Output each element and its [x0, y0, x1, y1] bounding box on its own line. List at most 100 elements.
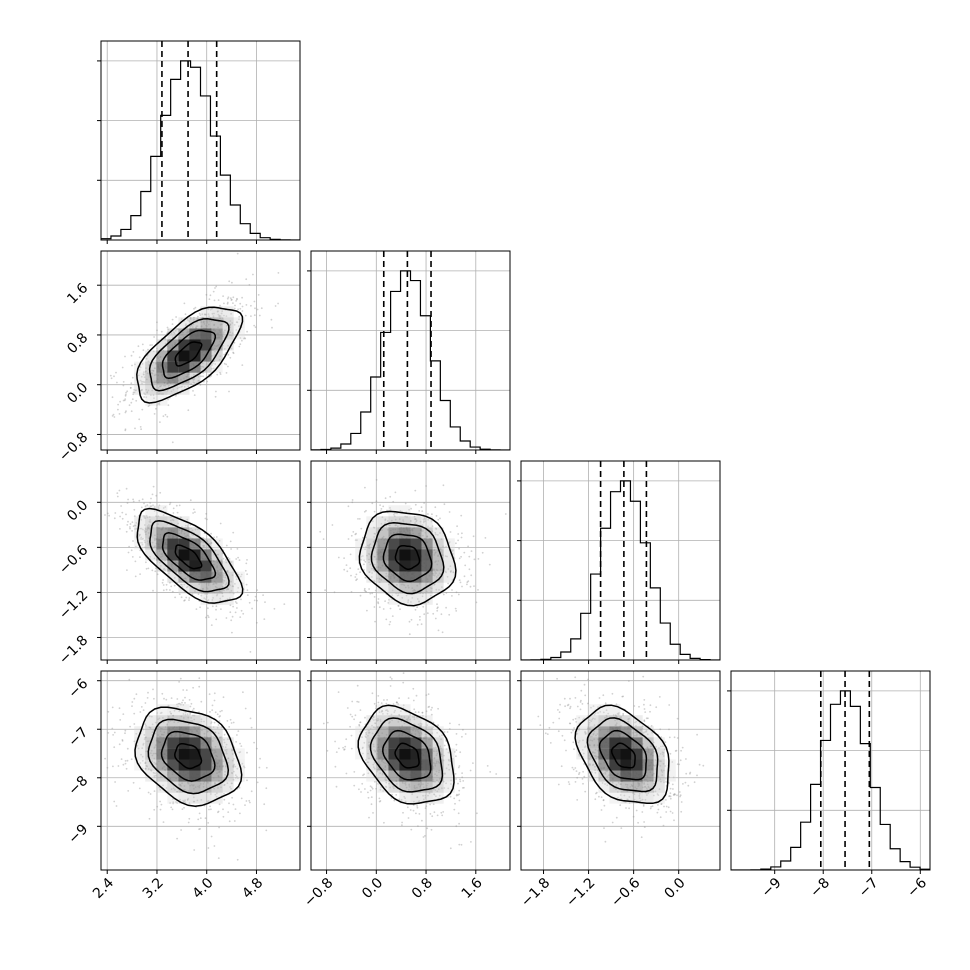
scatter-point: [437, 518, 440, 521]
scatter-point: [162, 514, 165, 516]
scatter-point: [172, 507, 175, 510]
scatter-point: [211, 364, 214, 366]
scatter-point: [445, 748, 448, 751]
scatter-point: [153, 413, 156, 415]
density-cell: [410, 737, 422, 749]
scatter-point: [134, 524, 137, 527]
scatter-point: [184, 799, 187, 802]
density-cell: [388, 527, 400, 539]
scatter-point: [371, 717, 374, 720]
scatter-point: [139, 538, 142, 540]
histogram-step: [101, 60, 300, 240]
scatter-point: [352, 531, 355, 533]
scatter-point: [403, 795, 406, 798]
scatter-point: [208, 808, 210, 811]
density-cell: [200, 317, 212, 329]
scatter-point: [139, 556, 141, 558]
scatter-point: [458, 799, 461, 802]
density-cell: [377, 770, 389, 782]
scatter-point: [133, 508, 136, 511]
scatter-point: [373, 579, 375, 582]
density-cell: [399, 748, 411, 760]
scatter-point: [120, 505, 122, 507]
scatter-point: [234, 774, 237, 777]
density-cell: [410, 549, 422, 561]
density-cell: [189, 748, 201, 760]
scatter-point: [187, 523, 190, 526]
scatter-point: [142, 381, 145, 383]
density-cell: [421, 538, 433, 550]
scatter-point: [426, 827, 429, 830]
density-cell: [211, 781, 223, 793]
scatter-point: [377, 602, 380, 605]
density-cell: [211, 737, 223, 749]
density-cell: [355, 538, 367, 550]
scatter-point: [143, 381, 146, 384]
density-cell: [211, 560, 223, 572]
scatter-point: [378, 711, 381, 714]
scatter-point: [450, 783, 452, 785]
scatter-point: [380, 522, 383, 525]
scatter-point: [463, 551, 466, 554]
density-cell: [432, 538, 444, 550]
scatter-point: [223, 314, 225, 317]
scatter-point: [364, 548, 366, 551]
scatter-point: [188, 817, 191, 820]
density-cell: [189, 372, 201, 384]
scatter-point: [182, 713, 185, 715]
scatter-point: [322, 722, 325, 725]
scatter-point: [129, 526, 131, 528]
density-cell: [156, 383, 168, 395]
scatter-point: [347, 538, 350, 540]
scatter-point: [116, 381, 118, 384]
scatter-point: [373, 762, 376, 764]
scatter-point: [375, 500, 378, 503]
scatter-point: [362, 752, 364, 755]
scatter-point: [242, 691, 244, 694]
y-tick-label: −9: [65, 821, 91, 847]
density-cell: [388, 516, 400, 528]
scatter-point: [216, 792, 218, 795]
scatter-point: [97, 689, 99, 691]
scatter-point: [228, 280, 231, 283]
density-cell: [399, 781, 411, 793]
scatter-point: [438, 735, 441, 738]
scatter-point: [156, 403, 159, 405]
density-cell: [178, 726, 190, 738]
scatter-point: [423, 613, 426, 616]
scatter-point: [435, 528, 438, 530]
density-cell: [377, 560, 389, 572]
scatter-point: [204, 598, 207, 600]
scatter-point: [470, 574, 473, 577]
scatter-point: [440, 811, 443, 814]
scatter-point: [416, 796, 419, 798]
scatter-point: [130, 410, 133, 413]
scatter-point: [427, 601, 430, 603]
scatter-point: [121, 740, 124, 742]
scatter-point: [417, 711, 420, 713]
scatter-point: [234, 808, 237, 810]
density-cell: [189, 715, 201, 727]
scatter-point: [216, 713, 219, 716]
scatter-point: [237, 556, 240, 559]
scatter-point: [188, 802, 191, 804]
scatter-point: [184, 324, 187, 327]
scatter-point: [203, 313, 206, 316]
density-cell: [388, 759, 400, 771]
density-cell: [410, 538, 422, 550]
scatter-point: [162, 821, 165, 823]
scatter-point: [129, 523, 132, 525]
scatter-point: [139, 426, 142, 428]
scatter-point: [143, 738, 146, 741]
scatter-point: [143, 396, 146, 398]
scatter-point: [461, 735, 463, 738]
scatter-point: [131, 530, 134, 532]
panel-1-0: −0.80.00.81.6: [56, 250, 301, 465]
scatter-point: [393, 711, 396, 714]
scatter-point: [401, 824, 403, 826]
scatter-point: [212, 726, 215, 728]
scatter-point: [111, 396, 114, 399]
density-cell: [388, 571, 400, 583]
density-cell: [377, 715, 389, 727]
scatter-point: [153, 557, 156, 560]
